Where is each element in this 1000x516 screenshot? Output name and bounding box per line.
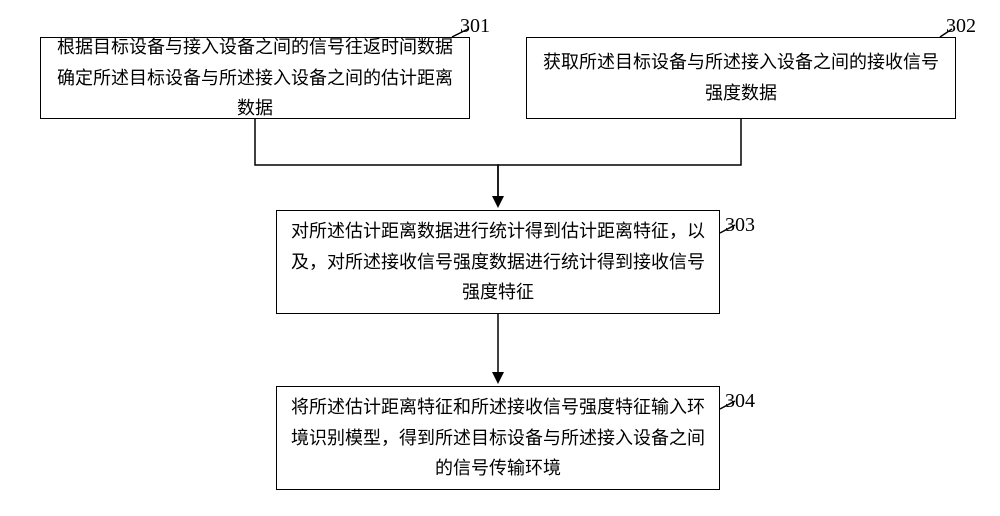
- flow-label-301: 301: [460, 15, 490, 38]
- arrowhead-icon: [492, 196, 504, 208]
- flow-label-text: 302: [946, 15, 976, 37]
- flow-label-302: 302: [946, 15, 976, 38]
- flow-box-text: 将所述估计距离特征和所述接收信号强度特征输入环境识别模型，得到所述目标设备与所述…: [291, 392, 705, 484]
- flow-label-303: 303: [725, 214, 755, 237]
- arrowhead-icon: [492, 372, 504, 384]
- flow-label-text: 304: [725, 390, 755, 412]
- flow-box-text: 根据目标设备与接入设备之间的信号往返时间数据确定所述目标设备与所述接入设备之间的…: [55, 32, 455, 124]
- edge: [498, 119, 741, 198]
- flow-box-304: 将所述估计距离特征和所述接收信号强度特征输入环境识别模型，得到所述目标设备与所述…: [276, 386, 720, 490]
- flow-box-text: 获取所述目标设备与所述接入设备之间的接收信号强度数据: [541, 47, 941, 108]
- flow-label-text: 303: [725, 214, 755, 236]
- flow-label-304: 304: [725, 390, 755, 413]
- edge: [255, 119, 498, 198]
- flow-box-301: 根据目标设备与接入设备之间的信号往返时间数据确定所述目标设备与所述接入设备之间的…: [40, 37, 470, 119]
- flow-box-text: 对所述估计距离数据进行统计得到估计距离特征，以及，对所述接收信号强度数据进行统计…: [291, 216, 705, 308]
- flow-box-302: 获取所述目标设备与所述接入设备之间的接收信号强度数据: [526, 37, 956, 119]
- flow-label-text: 301: [460, 15, 490, 37]
- flow-box-303: 对所述估计距离数据进行统计得到估计距离特征，以及，对所述接收信号强度数据进行统计…: [276, 210, 720, 314]
